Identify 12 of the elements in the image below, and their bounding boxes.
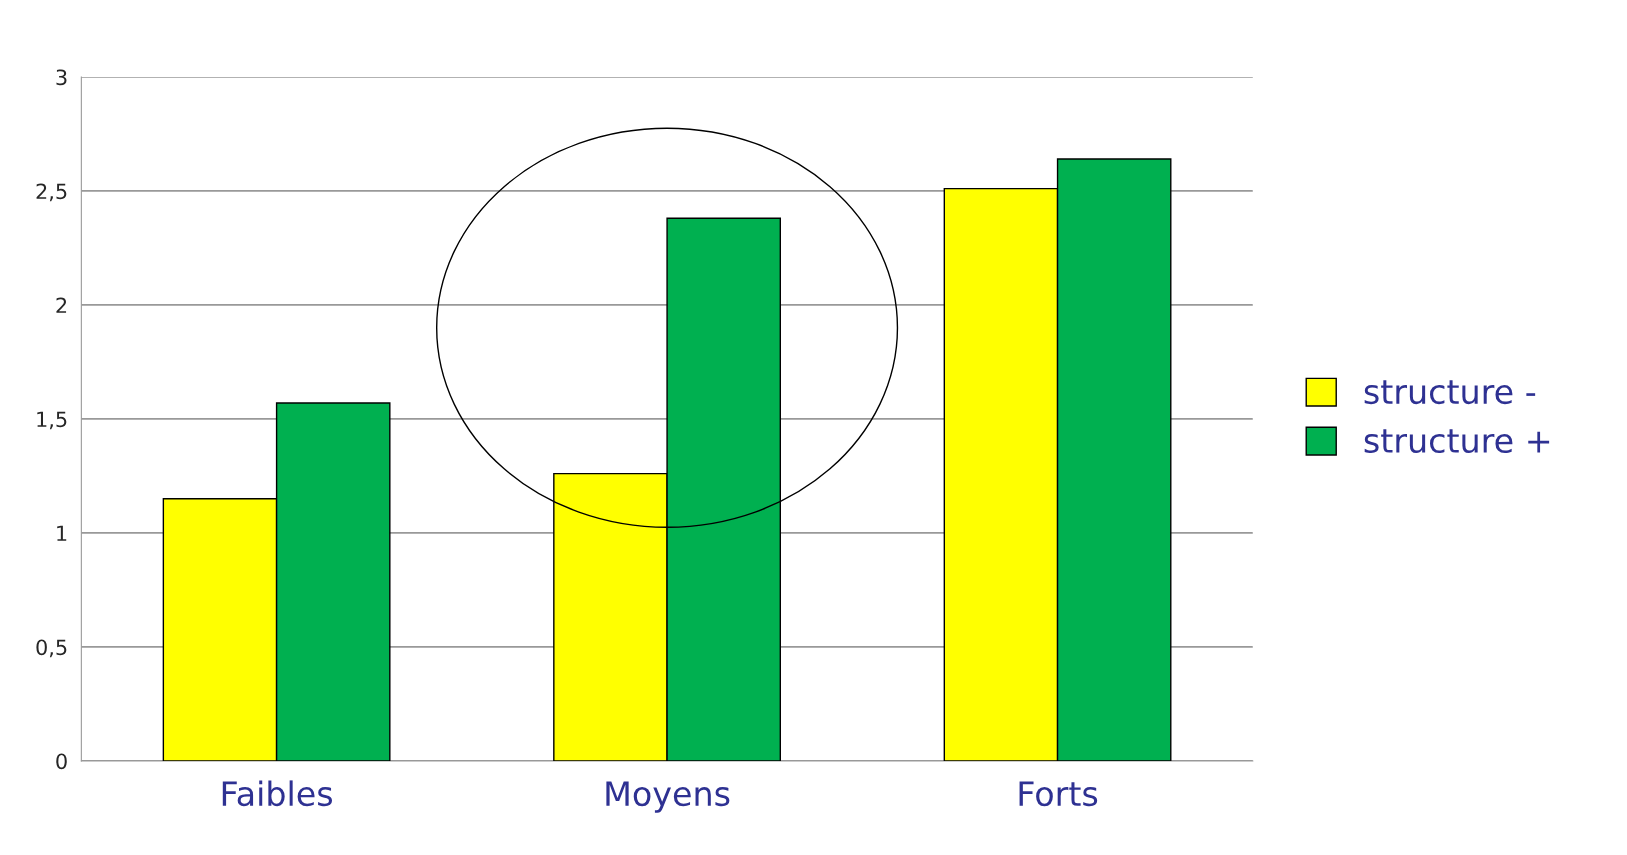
x-tick-label: Forts <box>1019 781 1098 807</box>
x-tick-label: Moyens <box>606 781 730 813</box>
y-tick-label: 0 <box>56 753 67 770</box>
y-tick-label: 3 <box>56 69 67 86</box>
y-tick-label: 2 <box>56 297 67 313</box>
legend-label: structure - <box>1364 380 1536 405</box>
y-tick-label: 0,5 <box>36 639 67 658</box>
x-tick-label: Faibles <box>222 780 333 807</box>
y-tick-label: 2,5 <box>36 183 67 202</box>
y-tick-label: 1,5 <box>37 411 67 430</box>
legend-label: structure + <box>1364 429 1550 454</box>
y-tick-label: 1 <box>57 525 67 541</box>
